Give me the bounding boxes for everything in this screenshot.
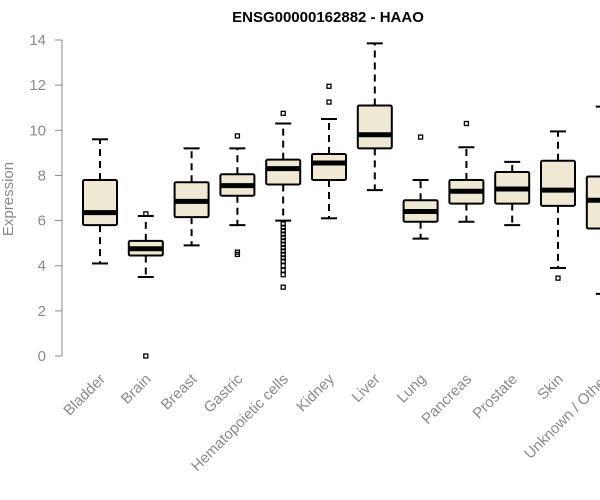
outlier-point <box>326 99 332 105</box>
box-iqr <box>311 152 347 181</box>
y-tick-label: 0 <box>38 348 46 365</box>
outlier-point <box>417 134 424 140</box>
outlier-point <box>326 83 332 89</box>
box-iqr <box>356 104 393 150</box>
outlier-point <box>280 263 286 269</box>
outlier-point <box>463 120 470 127</box>
outlier-point <box>234 249 241 255</box>
outlier-point <box>143 211 149 217</box>
box-lung <box>402 134 439 240</box>
box-iqr <box>540 159 576 207</box>
box-iqr <box>265 158 302 186</box>
y-tick-label: 12 <box>29 77 46 94</box>
box-pancreas <box>448 120 485 223</box>
outlier-point <box>280 221 286 227</box>
y-tick-label: 14 <box>29 32 46 49</box>
category-label: Bladder <box>60 371 109 420</box>
category-label: Skin <box>534 371 567 404</box>
box-prostate <box>494 160 531 227</box>
box-hematopoietic-cells <box>265 110 302 290</box>
y-tick-label: 10 <box>29 122 46 139</box>
chart-title: ENSG00000162882 - HAAO <box>232 9 424 26</box>
category-label: Gastric <box>201 370 247 416</box>
outlier-point <box>280 110 286 117</box>
y-tick-label: 6 <box>38 213 46 230</box>
box-breast <box>173 147 210 247</box>
box-liver <box>356 42 393 192</box>
y-axis-title: Expression <box>0 162 17 236</box>
box-unknown-other <box>585 105 600 295</box>
box-skin <box>540 130 576 281</box>
outlier-point <box>280 272 286 278</box>
y-tick-label: 4 <box>38 258 46 275</box>
box-brain <box>127 211 164 359</box>
box-kidney <box>311 83 347 220</box>
category-label: Prostate <box>469 371 521 423</box>
category-label: Brain <box>118 371 155 408</box>
box-gastric <box>219 133 256 258</box>
box-bladder <box>82 138 118 265</box>
category-label: Liver <box>349 371 384 406</box>
plot-area <box>82 42 600 359</box>
outlier-point <box>280 284 286 290</box>
category-label: Breast <box>158 370 201 413</box>
outlier-point <box>234 133 241 139</box>
box-iqr <box>82 178 118 227</box>
outlier-point <box>555 275 561 281</box>
y-tick-label: 8 <box>38 167 46 184</box>
category-label: Pancreas <box>418 371 475 428</box>
outlier-point <box>280 267 286 273</box>
category-label: Kidney <box>293 370 338 415</box>
category-label: Lung <box>394 371 430 407</box>
y-tick-label: 2 <box>38 303 46 320</box>
outlier-point <box>143 353 149 359</box>
y-axis: 0 2 4 6 8 10 12 14 <box>29 32 63 365</box>
